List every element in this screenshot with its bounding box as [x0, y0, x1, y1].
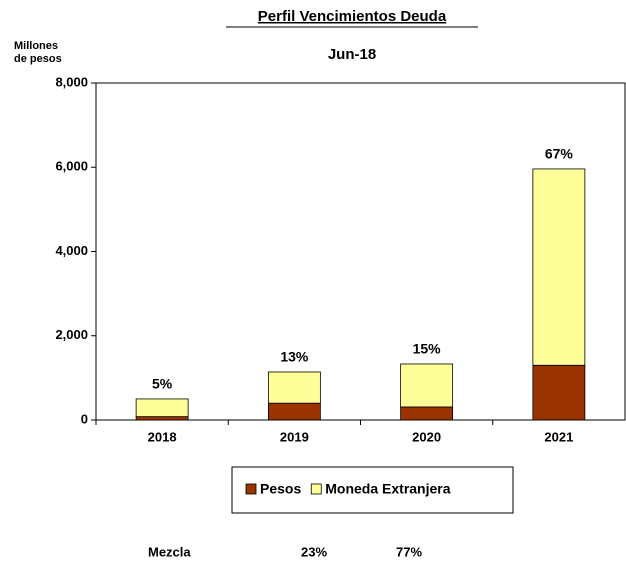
bar-segment [135, 416, 189, 421]
bar-segment [532, 168, 586, 366]
bar-segment [400, 363, 454, 408]
y-tick-label: 4,000 [55, 243, 88, 258]
y-tick-label: 8,000 [55, 74, 88, 89]
x-tick-label: 2021 [544, 429, 573, 444]
y-tick-label: 2,000 [55, 327, 88, 342]
x-tick-label: 2020 [412, 429, 441, 444]
legend-swatch [245, 483, 257, 495]
y-tick-label: 0 [81, 411, 88, 426]
mix-value: 23% [301, 544, 327, 559]
total-label: 67% [545, 146, 574, 162]
mix-value: 77% [396, 544, 422, 559]
bar-segment [135, 398, 189, 418]
y-axis-label: Millones [14, 40, 58, 52]
total-label: 15% [413, 341, 442, 357]
total-label: 5% [152, 376, 173, 392]
bar-segment [400, 406, 454, 421]
legend [231, 466, 514, 514]
legend-label: Moneda Extranjera [325, 481, 450, 497]
bar-segment [532, 364, 586, 421]
x-tick-label: 2018 [148, 429, 177, 444]
legend-swatch [310, 483, 322, 495]
chart-subtitle: Jun-18 [328, 46, 376, 63]
total-label: 13% [280, 349, 309, 365]
y-tick-label: 6,000 [55, 159, 88, 174]
x-tick-label: 2019 [280, 429, 309, 444]
legend-label: Pesos [260, 481, 301, 497]
bar-segment [267, 371, 321, 404]
y-axis-label: de pesos [14, 53, 62, 65]
chart-title: Perfil Vencimientos Deuda [258, 8, 447, 25]
mix-label: Mezcla [148, 544, 191, 559]
bar-segment [267, 402, 321, 421]
